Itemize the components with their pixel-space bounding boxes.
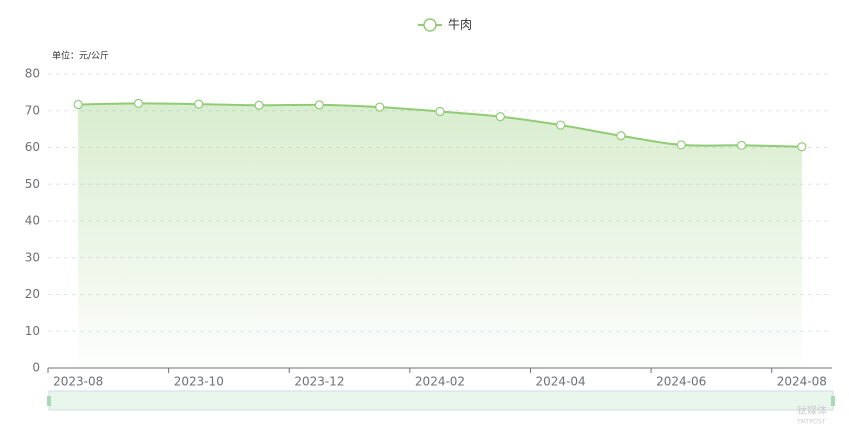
data-zoom-slider[interactable] <box>48 390 834 411</box>
y-tick-label: 70 <box>25 103 40 117</box>
area <box>78 103 802 368</box>
x-tick-label: 2024-02 <box>415 375 465 389</box>
point <box>73 99 83 110</box>
point <box>676 140 686 150</box>
watermark: 钛媒体 <box>797 405 827 417</box>
y-tick-label: 60 <box>25 140 40 154</box>
x-tick-label: 2023-12 <box>294 375 344 389</box>
unit-label: 单位：元/公斤 <box>52 50 109 62</box>
y-tick-label: 0 <box>32 361 40 375</box>
point <box>495 112 505 122</box>
x-tick-label: 2024-08 <box>777 375 827 389</box>
watermark: TMTPOST <box>796 419 826 426</box>
point <box>797 142 807 152</box>
point <box>736 140 747 150</box>
x-tick-label: 2024-04 <box>536 375 586 389</box>
point <box>314 100 324 110</box>
zoom-handle[interactable] <box>47 396 51 406</box>
y-tick-label: 40 <box>25 214 40 228</box>
point <box>133 98 144 109</box>
y-tick-label: 10 <box>25 324 40 338</box>
x-tick-label: 2023-10 <box>174 375 224 389</box>
point <box>254 100 264 110</box>
x-tick-label: 2024-06 <box>656 375 706 389</box>
legend[interactable]: 牛肉 <box>418 17 472 32</box>
point <box>616 131 626 141</box>
legend-label: 牛肉 <box>448 17 472 32</box>
y-tick-label: 30 <box>25 250 40 264</box>
y-tick-label: 80 <box>25 67 40 81</box>
point <box>556 120 566 130</box>
x-tick-label: 2023-08 <box>53 375 103 389</box>
zoom-handle[interactable] <box>831 396 835 406</box>
y-tick-label: 20 <box>25 287 40 301</box>
y-tick-label: 50 <box>25 177 40 191</box>
point <box>435 106 445 117</box>
point <box>194 99 204 109</box>
legend-symbol <box>423 18 437 32</box>
point <box>375 102 385 112</box>
